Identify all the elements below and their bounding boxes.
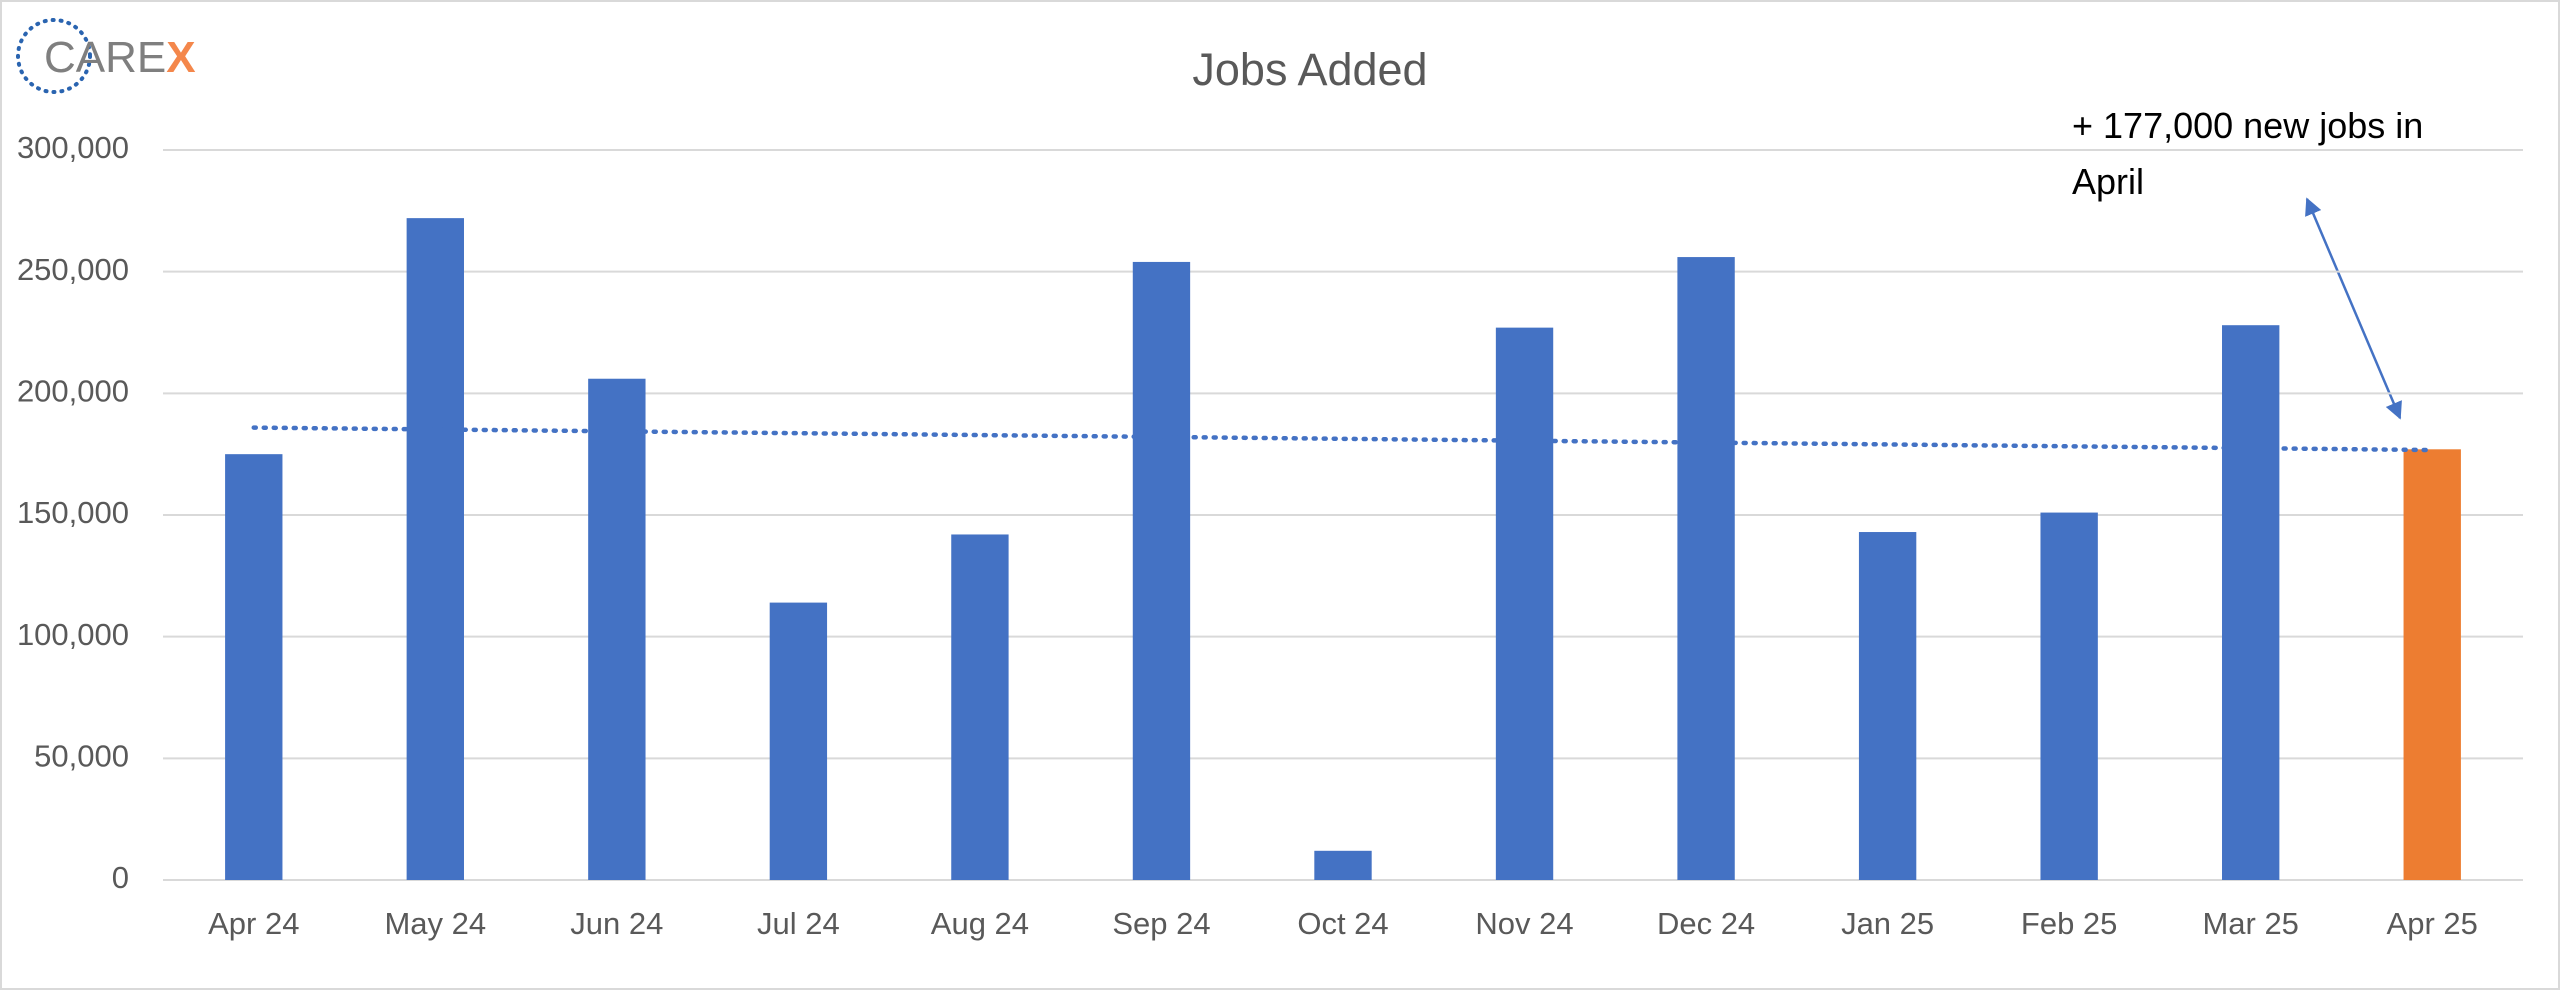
bar (2403, 449, 2461, 880)
logo-accent: X (166, 33, 195, 82)
bar (1132, 261, 1191, 880)
x-tick-label: Feb 25 (2021, 906, 2118, 941)
bar (2040, 512, 2098, 880)
x-tick-label: Dec 24 (1657, 906, 1755, 941)
bar (1677, 257, 1735, 881)
logo-text: CARE (44, 33, 166, 82)
annotation-arrow (2305, 197, 2402, 420)
x-tick-label: Nov 24 (1475, 906, 1573, 941)
bar (1858, 532, 1917, 880)
bar (1495, 327, 1554, 881)
x-tick-label: Jul 24 (757, 906, 840, 941)
logo-ring (16, 18, 92, 94)
trendline (251, 425, 2435, 453)
chart-title: Jobs Added (1192, 44, 1427, 95)
bar (1314, 850, 1372, 880)
y-tick-label: 250,000 (17, 252, 129, 287)
x-tick-label: Jan 25 (1841, 906, 1934, 941)
x-tick-label: May 24 (384, 906, 486, 941)
bar (2222, 325, 2280, 880)
x-tick-label: Sep 24 (1112, 906, 1210, 941)
bar (406, 218, 464, 881)
x-tick-label: Jun 24 (570, 906, 663, 941)
y-tick-label: 50,000 (34, 739, 129, 774)
x-tick-label: Oct 24 (1297, 906, 1388, 941)
bar (225, 454, 283, 880)
y-tick-label: 300,000 (17, 130, 129, 165)
bar (951, 534, 1009, 880)
x-tick-label: Apr 25 (2387, 906, 2478, 941)
logo: CAREX (44, 33, 196, 82)
x-tick-label: Apr 24 (208, 906, 299, 941)
bar (588, 378, 646, 880)
y-tick-label: 200,000 (17, 374, 129, 409)
x-tick-label: Aug 24 (931, 906, 1029, 941)
annotation: + 177,000 new jobs in April (2072, 105, 2424, 202)
bar (769, 602, 828, 880)
x-tick-label: Mar 25 (2202, 906, 2298, 941)
y-tick-label: 100,000 (17, 617, 129, 652)
y-tick-label: 0 (112, 860, 129, 895)
y-tick-label: 150,000 (17, 495, 129, 530)
